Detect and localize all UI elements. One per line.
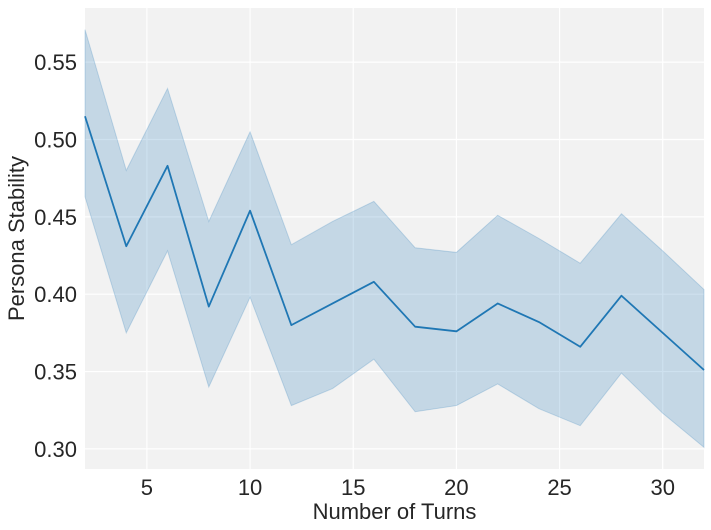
y-tick-label: 0.35 xyxy=(34,360,77,385)
y-axis-label: Persona Stability xyxy=(4,156,29,321)
y-tick-label: 0.30 xyxy=(34,437,77,462)
x-tick-label: 30 xyxy=(650,475,674,500)
confidence-band xyxy=(84,29,705,449)
y-tick-label: 0.40 xyxy=(34,282,77,307)
x-tick-label: 20 xyxy=(444,475,468,500)
x-tick-label: 15 xyxy=(341,475,365,500)
y-tick-label: 0.55 xyxy=(34,50,77,75)
x-tick-labels: 5 10 15 20 25 30 xyxy=(141,475,675,500)
x-axis-label: Number of Turns xyxy=(313,499,477,524)
x-tick-label: 25 xyxy=(547,475,571,500)
series-line xyxy=(84,116,705,371)
x-tick-label: 5 xyxy=(141,475,153,500)
y-tick-labels: 0.30 0.35 0.40 0.45 0.50 0.55 xyxy=(34,50,77,462)
series-line-layer xyxy=(84,116,705,371)
x-tick-label: 10 xyxy=(238,475,262,500)
y-tick-label: 0.45 xyxy=(34,205,77,230)
grid-lines xyxy=(85,8,704,469)
confidence-band-layer xyxy=(84,29,705,449)
y-tick-label: 0.50 xyxy=(34,127,77,152)
